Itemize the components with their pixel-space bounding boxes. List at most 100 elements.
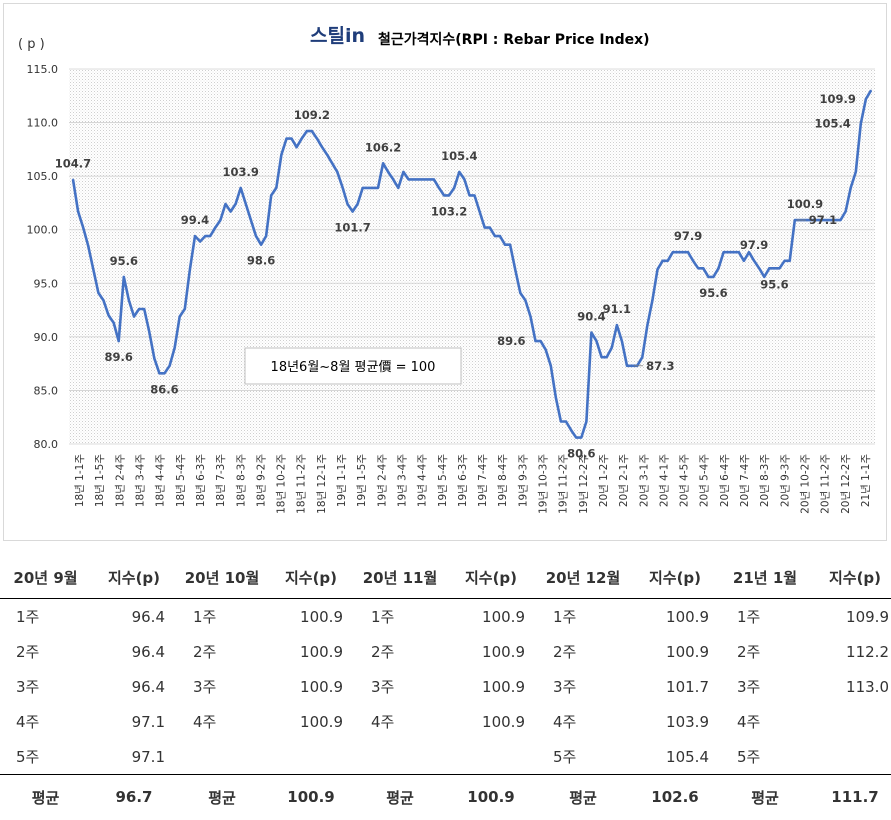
data-point [605, 356, 608, 359]
data-point [77, 210, 79, 213]
table-header-cell: 21년 1월 [721, 556, 809, 599]
data-point [829, 219, 832, 221]
data-point [666, 259, 669, 262]
data-point [631, 364, 633, 367]
data-point [356, 203, 359, 205]
week-label-cell: 1주 [193, 608, 217, 626]
data-point [306, 130, 308, 132]
index-value-cell: 100.9 [300, 607, 343, 626]
data-point [732, 251, 735, 254]
data-point [422, 178, 425, 181]
index-value-cell: 100.9 [482, 607, 525, 626]
table-row: 1주 96.4 1주 100.9 1주 100.9 1주 100.9 1주 109.9 [0, 599, 891, 635]
data-point [529, 315, 532, 318]
data-point [783, 259, 786, 262]
index-value-cell: 96.4 [131, 642, 165, 661]
data-label: 95.6 [699, 286, 727, 300]
data-point [128, 299, 130, 302]
table-row: 3주 96.4 3주 100.9 3주 100.9 3주 101.7 3주 113.0 [0, 669, 891, 704]
data-point [417, 178, 420, 181]
index-value-cell: 101.7 [666, 677, 709, 696]
index-value-cell: 96.7 [91, 774, 177, 819]
data-point [590, 331, 593, 334]
index-value-cell: 103.9 [666, 712, 709, 731]
x-tick-label: 19년 8-4주 [497, 454, 509, 508]
data-point [753, 259, 755, 262]
week-label-cell: 1주 [737, 608, 761, 626]
data-point [468, 194, 471, 197]
data-point [321, 146, 323, 149]
x-tick-label: 19년 2-4주 [376, 454, 388, 508]
data-point [610, 346, 613, 349]
week-label-cell: 2주 [371, 643, 395, 661]
data-label: 89.6 [105, 350, 133, 364]
data-point [788, 259, 791, 262]
data-point [443, 194, 445, 197]
index-value-cell: 100.9 [482, 712, 525, 731]
data-point [214, 226, 217, 229]
data-point [478, 210, 481, 213]
week-label-cell: 3주 [737, 678, 761, 696]
index-value-cell: 105.4 [666, 747, 709, 766]
data-point [377, 187, 379, 189]
week-label-cell [355, 739, 445, 775]
data-point [123, 276, 125, 278]
data-point [758, 267, 760, 270]
y-tick-label: 85.0 [34, 384, 59, 397]
week-label-cell: 4주 [737, 713, 761, 731]
data-point [270, 194, 273, 197]
data-point [194, 235, 196, 237]
data-point [407, 178, 410, 181]
data-point [793, 219, 796, 221]
x-tick-label: 19년 1-1주 [336, 454, 348, 508]
data-label: 89.6 [497, 334, 525, 348]
week-label-cell: 5주 [553, 748, 577, 766]
data-point [600, 356, 603, 359]
data-point [402, 171, 405, 173]
data-point [168, 364, 171, 367]
data-label: 98.6 [247, 254, 275, 268]
data-point [427, 178, 430, 181]
y-axis-unit: ( p ) [18, 37, 45, 52]
week-label-cell: 3주 [371, 678, 395, 696]
data-point [570, 429, 572, 431]
data-point [722, 251, 725, 254]
x-tick-label: 19년 5-4주 [437, 454, 449, 508]
data-point [326, 153, 328, 156]
week-label-cell: 1주 [371, 608, 395, 626]
week-label-cell: 1주 [16, 608, 40, 626]
x-tick-label: 19년 7-4주 [477, 454, 489, 508]
data-point [727, 251, 730, 254]
data-point [671, 251, 674, 254]
index-value-cell: 100.9 [267, 774, 355, 819]
data-point [809, 219, 811, 221]
data-point [748, 251, 750, 254]
index-value-cell [267, 739, 355, 775]
data-point [458, 171, 461, 173]
x-tick-label: 20년 12-2주 [840, 454, 852, 514]
index-value-cell: 109.9 [846, 607, 889, 626]
data-point [351, 210, 354, 213]
data-point [621, 340, 623, 342]
table-header-cell: 20년 12월 [537, 556, 629, 599]
data-point [738, 251, 740, 254]
data-point [173, 346, 176, 349]
data-point [367, 187, 369, 189]
data-point [651, 299, 654, 302]
x-tick-label: 20년 3-1주 [638, 454, 650, 508]
data-point [539, 340, 542, 342]
data-point [295, 146, 298, 149]
index-value-cell: 100.9 [445, 774, 537, 819]
week-label-cell: 평균 [355, 774, 445, 819]
data-point [488, 226, 491, 229]
data-point [580, 436, 583, 439]
annotation-text: 18년6월~8월 평균價 = 100 [271, 360, 436, 375]
data-point [524, 299, 527, 302]
data-point [555, 397, 557, 399]
index-value-cell: 102.6 [629, 774, 721, 819]
data-point [433, 178, 435, 181]
data-point [870, 89, 872, 92]
index-value-cell: 113.0 [846, 677, 889, 696]
data-point [687, 251, 689, 254]
data-label: 109.2 [294, 108, 330, 122]
